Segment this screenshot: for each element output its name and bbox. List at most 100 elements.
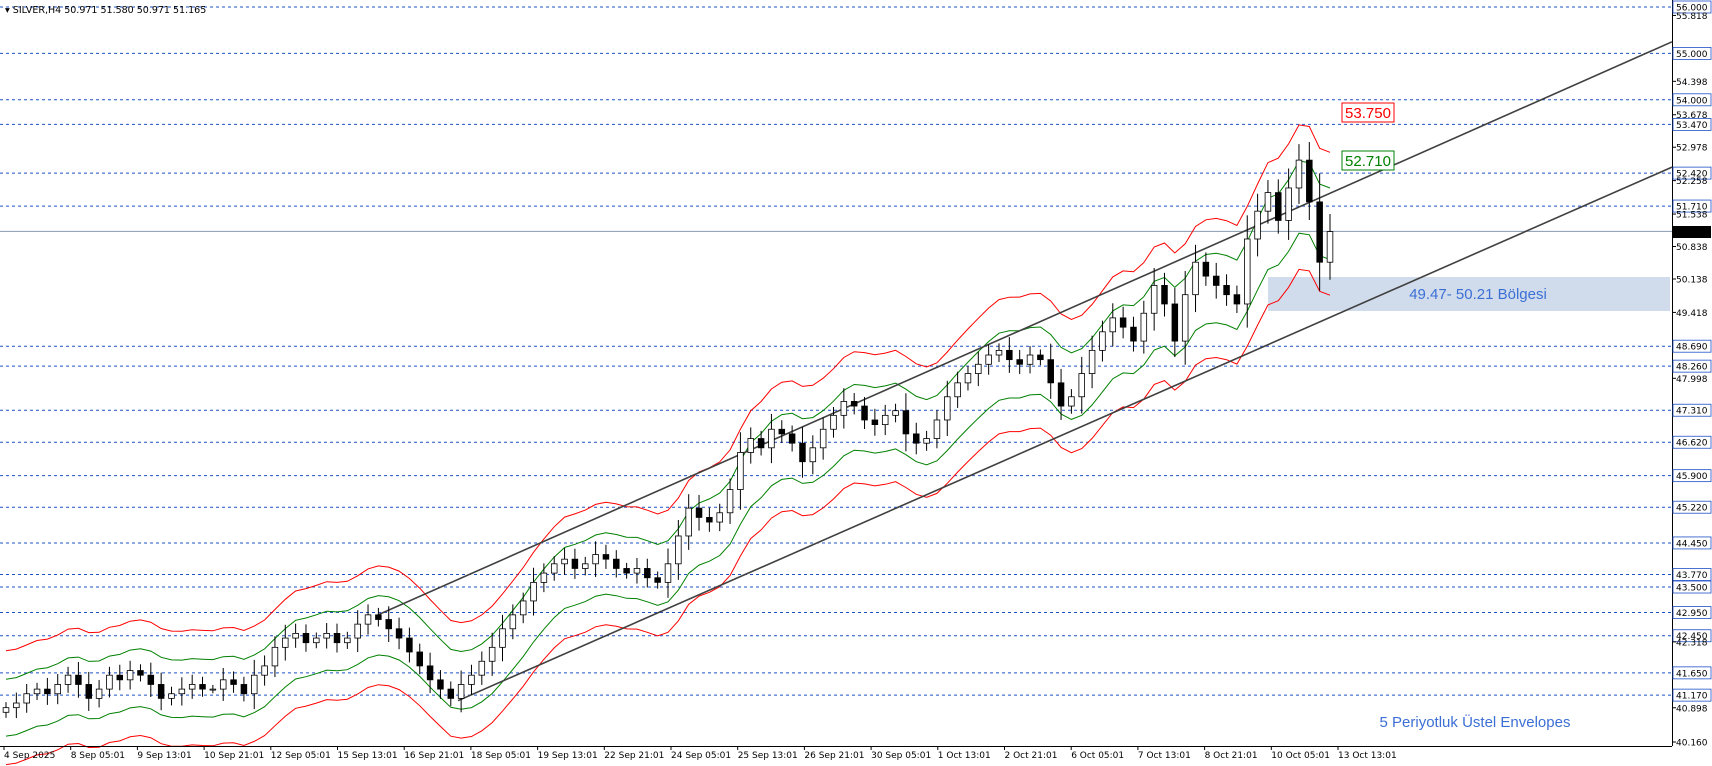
date-label-11: 25 Sep 13:01 — [738, 751, 798, 761]
candle-66 — [685, 494, 692, 550]
red-label-box — [1341, 102, 1395, 123]
price-level-box-27 — [1672, 629, 1712, 643]
candle-77 — [799, 427, 806, 478]
zone-group: 49.47- 50.21 Bölgesi — [1268, 277, 1670, 311]
candle-28 — [292, 623, 299, 648]
candle-33 — [344, 631, 351, 649]
date-label-10: 24 Sep 05:01 — [671, 751, 731, 761]
candle-124 — [1285, 168, 1292, 240]
green-label: 52.710 — [1345, 153, 1391, 170]
candle-30 — [313, 632, 320, 649]
support-zone[interactable] — [1268, 277, 1670, 311]
candle-106 — [1099, 320, 1106, 362]
price-level-box-4 — [1672, 93, 1712, 107]
candle-37 — [385, 606, 392, 643]
candle-53 — [550, 556, 558, 581]
candle-78 — [809, 435, 817, 475]
candle-34 — [354, 610, 361, 652]
candle-19 — [199, 676, 206, 697]
envelope-lines — [5, 124, 1331, 766]
candle-82 — [850, 393, 858, 415]
candle-3 — [33, 682, 41, 701]
indicator-label: 5 Periyotluk Üstel Envelopes — [1380, 713, 1571, 731]
date-label-7: 18 Sep 05:01 — [471, 751, 531, 761]
ohlc-label: 50.971 51.580 50.971 51.165 — [64, 5, 206, 16]
candle-113 — [1171, 287, 1179, 358]
candle-9 — [95, 680, 103, 708]
candle-79 — [819, 417, 827, 460]
candle-4 — [44, 677, 51, 705]
price-tick-label-27: 42.450 — [1676, 632, 1708, 642]
candle-36 — [375, 607, 382, 627]
candle-57 — [592, 541, 599, 578]
candle-49 — [509, 604, 517, 640]
candle-84 — [871, 408, 879, 436]
candle-18 — [188, 674, 196, 699]
channel-lower[interactable] — [457, 166, 1673, 702]
candle-45 — [468, 664, 475, 695]
envelope-outer-upper — [5, 124, 1331, 652]
candle-69 — [716, 503, 723, 532]
candle-127 — [1316, 173, 1323, 291]
candle-100 — [1037, 349, 1044, 366]
candle-73 — [757, 430, 765, 456]
candle-52 — [540, 563, 548, 593]
price-tick-label-8: 52.420 — [1676, 170, 1708, 180]
candle-29 — [302, 624, 310, 652]
candle-107 — [1109, 303, 1117, 347]
candle-50 — [519, 592, 527, 624]
price-tick-label-16: 48.690 — [1676, 343, 1708, 353]
candle-101 — [1047, 343, 1054, 399]
price-level-box-26 — [1672, 606, 1712, 619]
candle-61 — [633, 558, 641, 584]
price-tick-label-20: 46.620 — [1676, 439, 1708, 449]
date-label-4: 12 Sep 05:01 — [271, 751, 331, 761]
candle-114 — [1181, 271, 1189, 365]
date-label-13: 30 Sep 05:01 — [871, 751, 931, 761]
price-tick-label-30: 41.170 — [1676, 692, 1708, 702]
candle-23 — [240, 676, 248, 702]
candle-47 — [488, 632, 496, 676]
price-level-box-25 — [1672, 580, 1712, 594]
candle-64 — [664, 548, 672, 598]
price-level-box-30 — [1672, 688, 1712, 702]
candle-39 — [406, 627, 413, 663]
candle-98 — [1016, 349, 1023, 375]
current-price-tag: 51.165 — [1673, 226, 1711, 238]
price-tick-label-14: 50.138 — [1676, 276, 1708, 286]
annotation-labels: 53.750 52.710 5 Periyotluk Üstel Envelop… — [1341, 102, 1571, 731]
candle-38 — [395, 617, 403, 650]
date-label-18: 8 Oct 21:01 — [1205, 751, 1258, 761]
current-price-label: 51.165 — [1676, 228, 1708, 238]
candle-16 — [168, 686, 175, 706]
candle-40 — [416, 643, 423, 675]
date-label-17: 7 Oct 13:01 — [1138, 751, 1191, 761]
candle-76 — [788, 425, 796, 452]
red-label: 53.750 — [1345, 105, 1391, 122]
candle-121 — [1254, 193, 1261, 257]
channel-upper[interactable] — [377, 41, 1673, 616]
candle-68 — [706, 507, 713, 532]
price-tick-label-0: 56.000 — [1676, 4, 1708, 14]
candle-42 — [437, 670, 444, 699]
candle-95 — [985, 344, 992, 375]
price-tick-label-1: 55.818 — [1676, 12, 1708, 22]
candle-104 — [1078, 356, 1085, 414]
price-level-box-2 — [1672, 47, 1712, 60]
candle-102 — [1057, 368, 1065, 420]
price-tick-label-29: 41.650 — [1676, 669, 1708, 679]
candle-118 — [1223, 274, 1230, 306]
price-tick-label-25: 43.500 — [1676, 584, 1708, 594]
time-axis[interactable]: 4 Sep 2025 8 Sep 05:01 9 Sep 13:01 10 Sep 2… — [0, 746, 1672, 761]
price-level-box-10 — [1672, 199, 1712, 213]
price-tick-label-18: 47.998 — [1676, 375, 1708, 385]
candle-44 — [457, 670, 465, 713]
price-tick-label-21: 45.900 — [1676, 472, 1708, 482]
candle-17 — [178, 677, 186, 706]
candle-128 — [1326, 214, 1334, 280]
date-label-3: 10 Sep 21:01 — [204, 751, 264, 761]
candle-65 — [675, 519, 682, 580]
date-label-6: 16 Sep 21:01 — [404, 751, 464, 761]
